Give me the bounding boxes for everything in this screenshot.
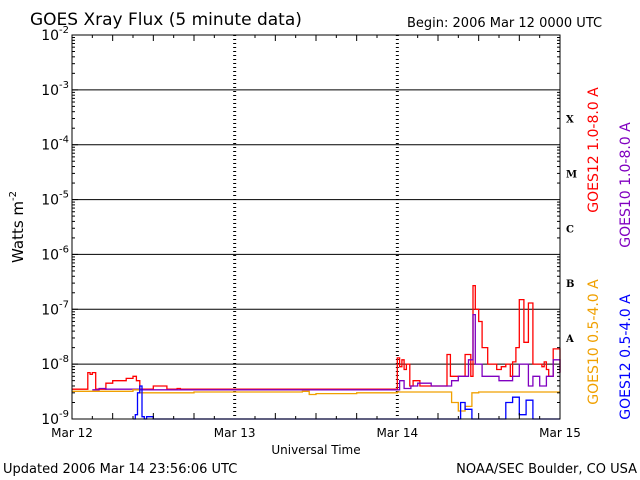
plot-frame (71, 34, 561, 420)
y-tick-label: 10-4 (41, 135, 69, 154)
begin-label: Begin: 2006 Mar 12 0000 UTC (407, 16, 602, 31)
y-axis-label-base: Watts m (9, 201, 27, 263)
y-tick-label: 10-7 (41, 299, 69, 318)
series-goes10-1-0-8-0-a (92, 313, 561, 391)
y-axis-label: Watts m-2 (8, 191, 27, 263)
flare-class-c: C (566, 224, 574, 235)
flare-class-b: B (566, 279, 574, 290)
x-tick-labels: Mar 12 Mar 13 Mar 14 Mar 15 (51, 35, 581, 440)
y-tick-label: 10-3 (41, 80, 69, 99)
updated-timestamp: Updated 2006 Mar 14 23:56:06 UTC (3, 462, 237, 477)
grid-lines (72, 89, 560, 365)
flare-class-x: X (566, 115, 574, 126)
x-tick-label: Mar 12 (51, 426, 93, 440)
x-tick-label: Mar 14 (376, 426, 418, 440)
flare-class-a: A (565, 334, 574, 345)
y-tick-label: 10-5 (41, 190, 69, 209)
day-divider-ticks (233, 35, 399, 419)
credit-label: NOAA/SEC Boulder, CO USA (456, 462, 637, 477)
legend-goes10-long: GOES10 1.0-8.0 A (618, 122, 634, 248)
legend-goes12-short: GOES12 0.5-4.0 A (618, 294, 634, 420)
flare-class-labels: X M C B A (565, 115, 577, 345)
legend-goes12-long: GOES12 1.0-8.0 A (586, 87, 602, 213)
svg-text:Watts m-2: Watts m-2 (8, 191, 27, 263)
flare-class-m: M (566, 169, 577, 180)
x-axis-label: Universal Time (271, 443, 360, 457)
series-goes12-1-0-8-0-a (72, 284, 561, 390)
y-tick-label: 10-8 (41, 354, 69, 373)
y-tick-label: 10-6 (41, 244, 69, 263)
y-tick-labels: 10-2 10-3 10-4 10-5 10-6 10-7 10-8 10-9 (41, 25, 560, 428)
x-tick-label: Mar 15 (539, 426, 581, 440)
y-tick-label: 10-2 (41, 25, 69, 44)
y-tick-label: 10-9 (41, 409, 69, 428)
series-goes12-0-5-4-0-a (133, 385, 560, 420)
legend-goes10-short: GOES10 0.5-4.0 A (586, 279, 602, 405)
chart-title: GOES Xray Flux (5 minute data) (30, 10, 302, 30)
series-lines (72, 284, 561, 420)
series-goes10-0-5-4-0-a (72, 389, 560, 412)
x-tick-label: Mar 13 (214, 426, 256, 440)
y-axis-label-exp: -2 (8, 191, 19, 201)
